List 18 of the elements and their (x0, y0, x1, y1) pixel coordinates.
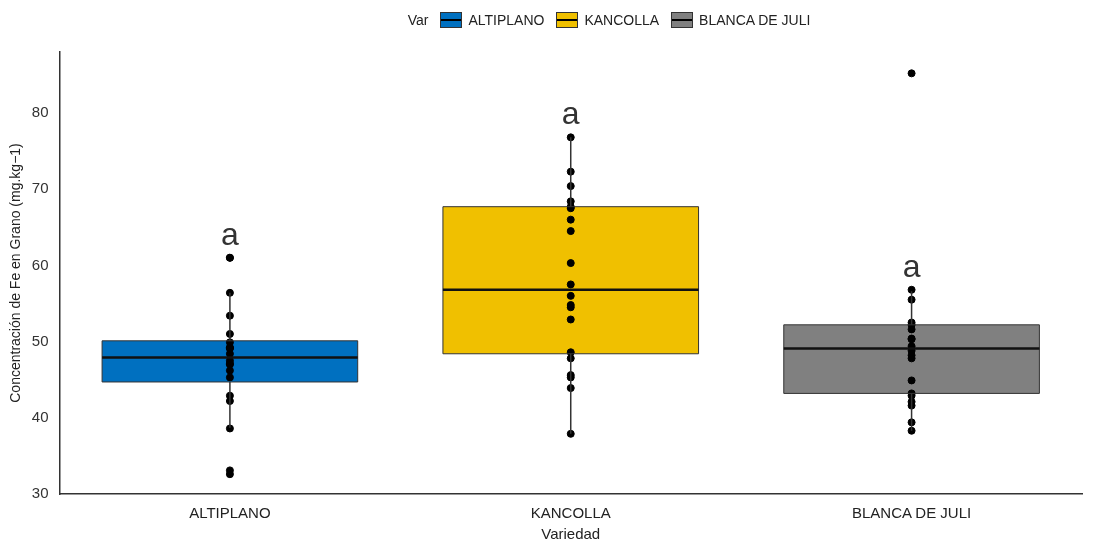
annotation: a (561, 95, 580, 132)
category-label: BLANCA DE JULI (699, 12, 811, 28)
y-tick-label: 60 (31, 255, 49, 273)
annotation: a (221, 215, 240, 252)
x-tick-label: ALTIPLANO (189, 504, 271, 522)
y-tick-label: 70 (31, 179, 49, 197)
x-axis-title: Variedad (541, 525, 601, 543)
y-tick-label: 30 (31, 484, 49, 502)
category-label: KANCOLLA (584, 12, 660, 28)
y-tick-label: 50 (31, 331, 49, 349)
x-tick-label: KANCOLLA (530, 504, 611, 522)
x-tick-label: BLANCA DE JULI (851, 504, 972, 522)
legend-title: Var (407, 12, 429, 28)
annotation: a (902, 247, 921, 284)
category-label: ALTIPLANO (468, 12, 545, 28)
y-tick-label: 40 (31, 407, 49, 425)
y-axis-title: Concentración de Fe en Grano (mg.kg−1) (7, 143, 24, 403)
y-tick-label: 80 (31, 103, 49, 121)
